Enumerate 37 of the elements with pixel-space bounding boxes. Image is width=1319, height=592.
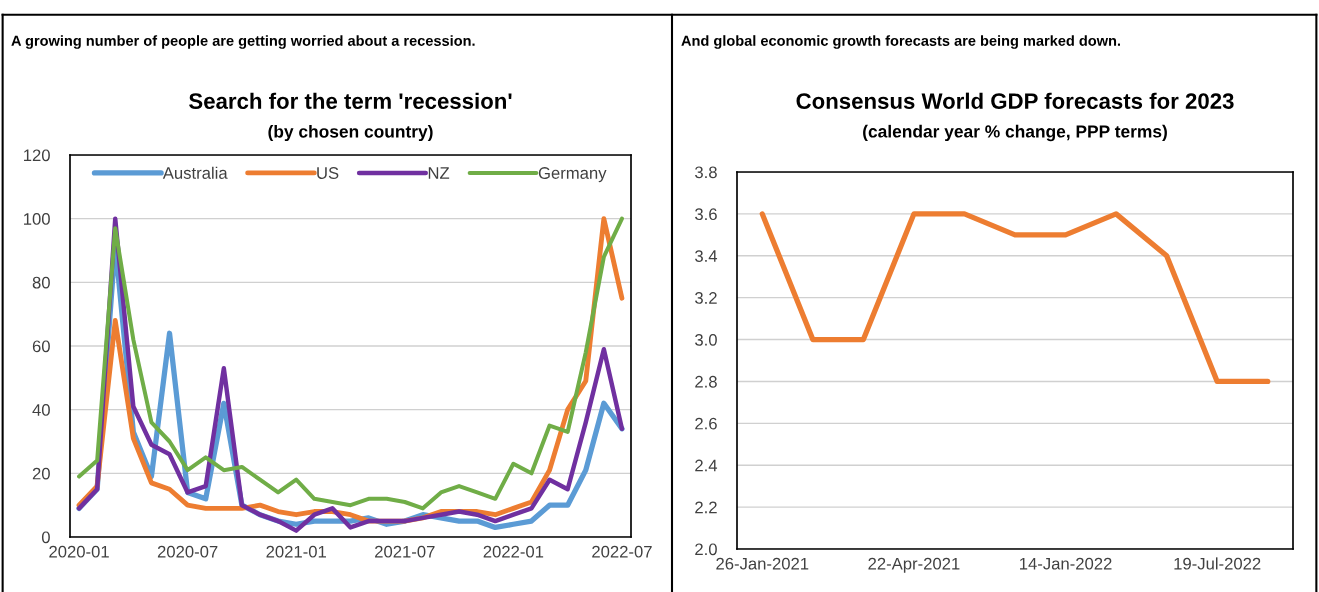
y-tick-label: 20 [32,467,50,480]
y-tick-label: 3.4 [695,250,718,262]
y-tick-label: 120 [24,149,50,162]
legend-label: Germany [538,167,607,183]
y-tick-label: 3.8 [695,166,717,179]
text: A growing number of people are getting worried about a recession. [11,35,475,49]
chart-title: Consensus World GDP forecasts for 2023 [796,92,1234,109]
x-tick-label: 2021-01 [266,545,326,558]
y-tick-label: 3.2 [695,292,717,304]
legend-label: US [317,167,339,179]
chart-title: Search for the term 'recession' [189,92,512,109]
legend-label: Australia [162,166,228,179]
x-tick-label: 2020-01 [49,545,109,558]
y-tick-label: 2.6 [695,417,717,430]
y-tick-label: 2.4 [695,459,718,472]
y-tick-label: 3.6 [695,208,717,221]
chart-subtitle: (calendar year % change, PPP terms) [863,124,1167,142]
y-tick-label: 0 [41,531,50,544]
x-tick-label: 2021-07 [375,545,435,558]
x-tick-label: 19-Jul-2022 [1174,557,1261,570]
x-tick-label: 22-Apr-2021 [868,557,960,573]
legend-label: NZ [428,167,450,179]
chart-subtitle: (by chosen country) [268,124,433,142]
y-tick-label: 60 [32,340,50,353]
x-tick-label: 2020-07 [157,545,218,558]
y-tick-label: 40 [32,404,50,416]
x-tick-label: 26-Jan-2021 [716,557,809,570]
x-tick-label: 2022-01 [483,545,544,558]
x-tick-label: 14-Jan-2022 [1020,557,1112,570]
y-tick-label: 2.8 [695,375,717,388]
text: And global economic growth forecasts are being marked down. [681,35,1120,49]
y-tick-label: 2.2 [695,501,717,514]
y-tick-label: 80 [32,276,50,289]
x-tick-label: 2022-07 [592,545,652,558]
y-tick-label: 100 [24,213,50,225]
y-tick-label: 3.0 [695,333,717,346]
y-tick-label: 2.0 [695,543,717,556]
